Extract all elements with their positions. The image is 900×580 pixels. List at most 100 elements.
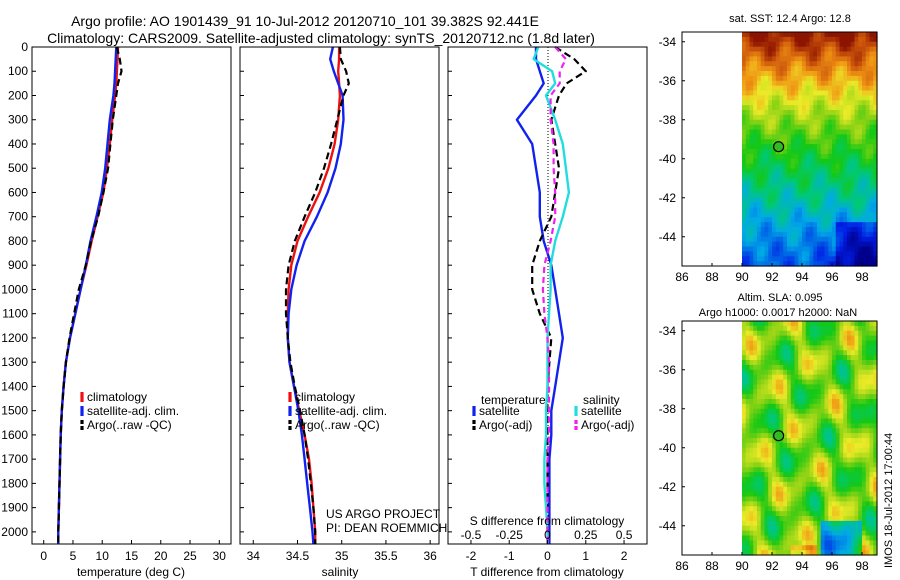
heatmap-cell <box>768 158 773 165</box>
heatmap-cell <box>847 442 852 449</box>
heatmap-cell <box>843 545 848 551</box>
heatmap-cell <box>757 389 762 395</box>
heatmap-cell <box>817 384 822 390</box>
heatmap-cell <box>832 369 837 376</box>
heatmap-cell <box>760 447 766 454</box>
heatmap-cell <box>873 114 878 121</box>
heatmap-cell <box>850 438 856 444</box>
heatmap-cell <box>794 467 799 473</box>
heatmap-cell <box>835 168 841 174</box>
heatmap-cell <box>790 321 796 327</box>
heatmap-cell <box>745 183 751 189</box>
heatmap-cell <box>749 46 754 53</box>
heatmap-cell <box>798 236 803 243</box>
heatmap-cell <box>805 153 811 160</box>
heatmap-cell <box>832 447 837 454</box>
heatmap-cell <box>854 472 859 478</box>
lon-tick-label: 88 <box>705 559 719 573</box>
heatmap-cell <box>850 516 856 522</box>
heatmap-cell <box>779 217 784 223</box>
heatmap-cell <box>760 46 766 53</box>
heatmap-cell <box>850 149 856 155</box>
heatmap-cell <box>805 457 811 463</box>
heatmap-cell <box>768 418 773 424</box>
heatmap-cell <box>824 217 829 223</box>
heatmap-cell <box>835 241 841 248</box>
heatmap-cell <box>869 530 874 537</box>
heatmap-cell <box>805 32 811 38</box>
heatmap-cell <box>869 153 874 160</box>
heatmap-cell <box>749 217 754 223</box>
heatmap-cell <box>753 399 758 405</box>
depth-tick-label: 1900 <box>1 501 28 515</box>
temperature-tick-labels: 0 5 10 15 20 25 30 <box>40 540 226 563</box>
heatmap-cell <box>805 545 811 551</box>
heatmap-cell <box>843 197 848 204</box>
heatmap-cell <box>813 256 818 262</box>
heatmap-cell <box>757 496 762 502</box>
heatmap-cell <box>854 350 859 356</box>
heatmap-cell <box>869 85 874 92</box>
heatmap-cell <box>824 95 829 101</box>
heatmap-cell <box>790 85 796 92</box>
heatmap-cell <box>817 325 822 332</box>
heatmap-cell <box>832 525 837 532</box>
heatmap-cell <box>835 477 841 483</box>
heatmap-cell <box>854 144 859 150</box>
heatmap-cell <box>745 403 751 410</box>
heatmap-cell <box>843 330 848 337</box>
heatmap-cell <box>779 251 784 257</box>
heatmap-cell <box>865 540 871 546</box>
heatmap-cell <box>835 394 841 400</box>
heatmap-cell <box>760 110 766 116</box>
heatmap-cell <box>749 261 754 267</box>
heatmap-cell <box>858 530 863 537</box>
heatmap-cell <box>835 369 841 376</box>
heatmap-cell <box>820 197 826 204</box>
x-tick-label: 0 <box>40 549 47 563</box>
temperature-xlabel: temperature (deg C) <box>77 565 185 579</box>
heatmap-cell <box>869 442 874 449</box>
heatmap-cell <box>783 222 788 228</box>
heatmap-cell <box>862 124 867 131</box>
heatmap-cell <box>847 550 852 556</box>
heatmap-cell <box>783 251 788 257</box>
heatmap-cell <box>745 330 751 337</box>
heatmap-cell <box>865 364 871 371</box>
heatmap-cell <box>787 149 792 155</box>
heatmap-cell <box>869 197 874 204</box>
heatmap-cell <box>858 110 863 116</box>
heatmap-cell <box>862 212 867 218</box>
heatmap-cell <box>790 241 796 248</box>
heatmap-cell <box>783 335 788 342</box>
heatmap-cell <box>858 197 863 204</box>
lon-tick-label: 86 <box>675 559 689 573</box>
heatmap-cell <box>798 95 803 101</box>
heatmap-cell <box>805 520 811 527</box>
heatmap-cell <box>820 364 826 371</box>
heatmap-cell <box>753 75 758 82</box>
heatmap-cell <box>832 56 837 62</box>
heatmap-cell <box>757 51 762 57</box>
heatmap-cell <box>790 61 796 67</box>
heatmap-cell <box>805 144 811 150</box>
heatmap-cell <box>787 158 792 165</box>
heatmap-cell <box>790 350 796 356</box>
heatmap-cell <box>828 144 833 150</box>
heatmap-cell <box>850 163 856 170</box>
heatmap-cell <box>757 188 762 194</box>
heatmap-cell <box>817 85 822 92</box>
heatmap-cell <box>749 340 754 346</box>
heatmap-cell <box>813 36 818 43</box>
heatmap-cell <box>794 124 799 131</box>
heatmap-cell <box>865 85 871 92</box>
heatmap-cell <box>869 403 874 410</box>
heatmap-cell <box>779 418 784 424</box>
lon-tick-label: 92 <box>765 559 779 573</box>
heatmap-cell <box>839 491 844 498</box>
heatmap-cell <box>862 231 867 238</box>
heatmap-cell <box>794 374 799 381</box>
heatmap-cell <box>817 153 822 160</box>
heatmap-cell <box>850 222 856 228</box>
heatmap-cell <box>798 369 803 376</box>
